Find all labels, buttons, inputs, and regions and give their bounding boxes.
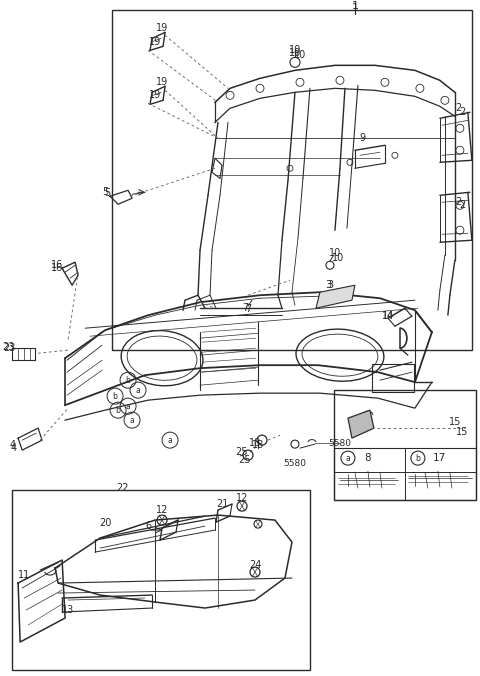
Text: 15: 15 bbox=[449, 417, 461, 427]
Text: 18: 18 bbox=[252, 440, 264, 450]
Text: 9: 9 bbox=[360, 133, 366, 143]
Text: 6: 6 bbox=[145, 521, 151, 531]
Bar bbox=[12, 490, 310, 670]
Text: 19: 19 bbox=[156, 24, 168, 33]
Text: 10: 10 bbox=[289, 45, 301, 55]
Text: 7: 7 bbox=[245, 304, 251, 314]
Text: 10: 10 bbox=[289, 49, 301, 58]
Text: 16: 16 bbox=[51, 263, 63, 273]
Text: 2: 2 bbox=[455, 103, 461, 114]
Text: a: a bbox=[130, 416, 134, 425]
Text: 10: 10 bbox=[332, 254, 344, 263]
Text: b: b bbox=[126, 376, 131, 385]
Text: 10: 10 bbox=[329, 248, 341, 258]
Text: 20: 20 bbox=[99, 518, 111, 528]
Bar bbox=[112, 10, 472, 350]
Text: 2: 2 bbox=[459, 107, 465, 118]
Text: a: a bbox=[346, 454, 350, 462]
Text: 15: 15 bbox=[456, 427, 468, 437]
Text: b: b bbox=[116, 406, 120, 414]
Text: 23: 23 bbox=[3, 343, 15, 353]
Text: 10: 10 bbox=[294, 50, 306, 60]
Text: a: a bbox=[126, 402, 131, 410]
Text: 25: 25 bbox=[239, 455, 251, 465]
Text: 1: 1 bbox=[351, 1, 359, 11]
Text: 3: 3 bbox=[325, 281, 331, 290]
Text: b: b bbox=[416, 454, 420, 462]
Text: 5: 5 bbox=[102, 187, 108, 197]
Text: 13: 13 bbox=[62, 605, 74, 615]
Text: a: a bbox=[136, 386, 141, 395]
Text: 8: 8 bbox=[365, 453, 371, 463]
Text: 2: 2 bbox=[455, 197, 461, 208]
Text: 21: 21 bbox=[216, 499, 228, 509]
Text: 17: 17 bbox=[433, 453, 446, 463]
Text: 14: 14 bbox=[382, 311, 394, 321]
Polygon shape bbox=[348, 410, 374, 438]
Text: 7: 7 bbox=[242, 304, 248, 313]
Text: 2: 2 bbox=[459, 200, 465, 210]
Text: 5580: 5580 bbox=[328, 439, 351, 448]
Text: a: a bbox=[168, 435, 172, 445]
Text: 1: 1 bbox=[351, 3, 359, 14]
Text: 19: 19 bbox=[149, 91, 161, 100]
Text: 14: 14 bbox=[382, 311, 394, 321]
Polygon shape bbox=[316, 285, 355, 308]
Text: 18: 18 bbox=[249, 438, 261, 448]
Text: 4: 4 bbox=[10, 443, 16, 453]
Text: 19: 19 bbox=[156, 77, 168, 87]
Text: b: b bbox=[113, 391, 118, 401]
Text: 5: 5 bbox=[104, 189, 110, 198]
Bar bbox=[372, 364, 414, 392]
Text: 25: 25 bbox=[236, 447, 248, 457]
Text: 19: 19 bbox=[149, 37, 161, 47]
Text: 12: 12 bbox=[236, 493, 248, 503]
Text: 23: 23 bbox=[2, 342, 14, 352]
Text: 12: 12 bbox=[156, 505, 168, 515]
Text: 22: 22 bbox=[116, 483, 128, 493]
Text: 5580: 5580 bbox=[284, 458, 306, 468]
Text: 24: 24 bbox=[249, 560, 261, 570]
Text: 3: 3 bbox=[327, 281, 333, 290]
Text: 11: 11 bbox=[18, 570, 30, 580]
Bar bbox=[334, 448, 476, 500]
Bar bbox=[334, 390, 476, 500]
Text: 4: 4 bbox=[9, 440, 15, 450]
Text: 16: 16 bbox=[51, 260, 63, 270]
